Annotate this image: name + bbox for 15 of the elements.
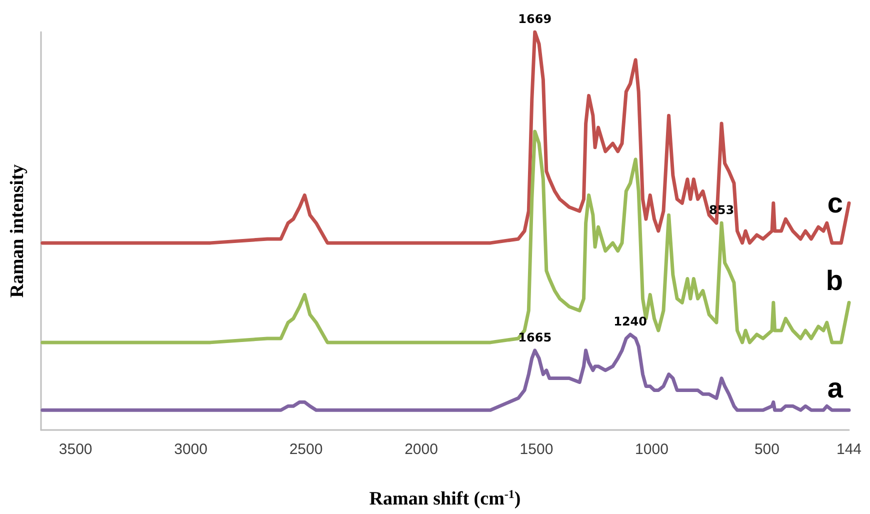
annotation: 1240 [614, 314, 647, 328]
y-axis-title: Raman intensity [7, 164, 28, 298]
x-tick-label: 3500 [58, 441, 92, 458]
x-tick-label: 2000 [404, 441, 438, 458]
series-label: b [826, 265, 843, 296]
x-tick-label: 2500 [289, 441, 323, 458]
x-tick-label: 3000 [174, 441, 208, 458]
x-tick-label: 1500 [520, 441, 554, 458]
x-tick-label: 144 [836, 441, 862, 458]
series-label: c [827, 188, 843, 219]
x-tick-label: 500 [754, 441, 780, 458]
x-tick-label: 1000 [635, 441, 668, 458]
annotation: 1669 [518, 12, 552, 26]
annotation: 1665 [518, 330, 552, 344]
series-label: a [827, 372, 844, 404]
